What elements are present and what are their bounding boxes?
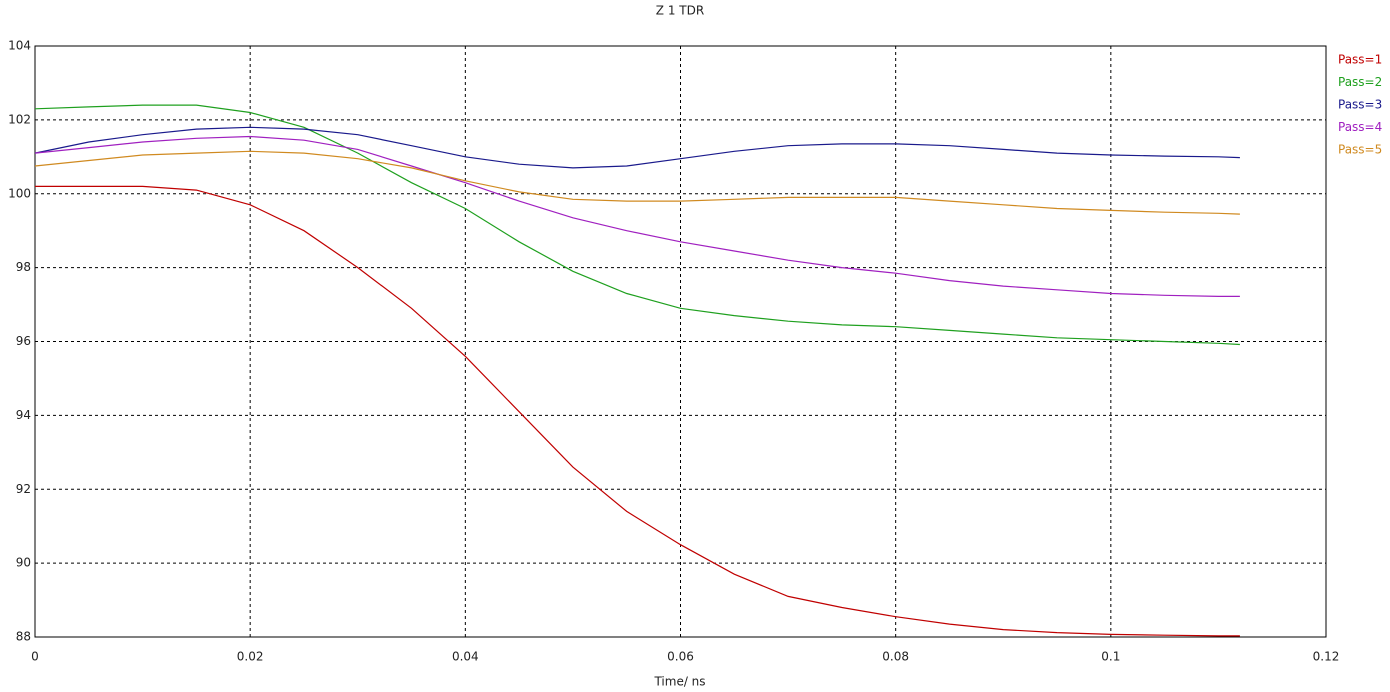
y-tick-label: 104 <box>8 39 31 53</box>
y-tick-label: 98 <box>16 260 31 274</box>
series-line <box>34 104 1240 346</box>
x-tick-label: 0.1 <box>1101 650 1120 664</box>
series-line <box>34 150 1240 215</box>
legend-label: Pass=4 <box>1338 120 1382 134</box>
chart-title: Z 1 TDR <box>656 4 704 18</box>
y-tick-label: 90 <box>16 556 31 570</box>
y-tick-label: 94 <box>16 408 31 422</box>
x-tick-label: 0 <box>31 650 39 664</box>
x-tick-label: 0.04 <box>452 650 479 664</box>
x-axis-label: Time/ ns <box>653 675 705 689</box>
series-line <box>34 126 1240 169</box>
legend-label: Pass=3 <box>1338 98 1382 112</box>
series-line <box>34 135 1240 297</box>
x-tick-label: 0.02 <box>237 650 264 664</box>
y-tick-label: 102 <box>8 112 31 126</box>
legend-label: Pass=5 <box>1338 143 1382 157</box>
x-tick-label: 0.08 <box>882 650 909 664</box>
y-tick-label: 88 <box>16 630 31 644</box>
legend-label: Pass=2 <box>1338 75 1382 89</box>
x-tick-label: 0.06 <box>667 650 694 664</box>
y-tick-label: 96 <box>16 334 31 348</box>
series-line <box>35 185 1240 637</box>
y-tick-label: 100 <box>8 186 31 200</box>
legend-label: Pass=1 <box>1338 53 1382 67</box>
x-tick-label: 0.12 <box>1313 650 1340 664</box>
y-tick-label: 92 <box>16 482 31 496</box>
